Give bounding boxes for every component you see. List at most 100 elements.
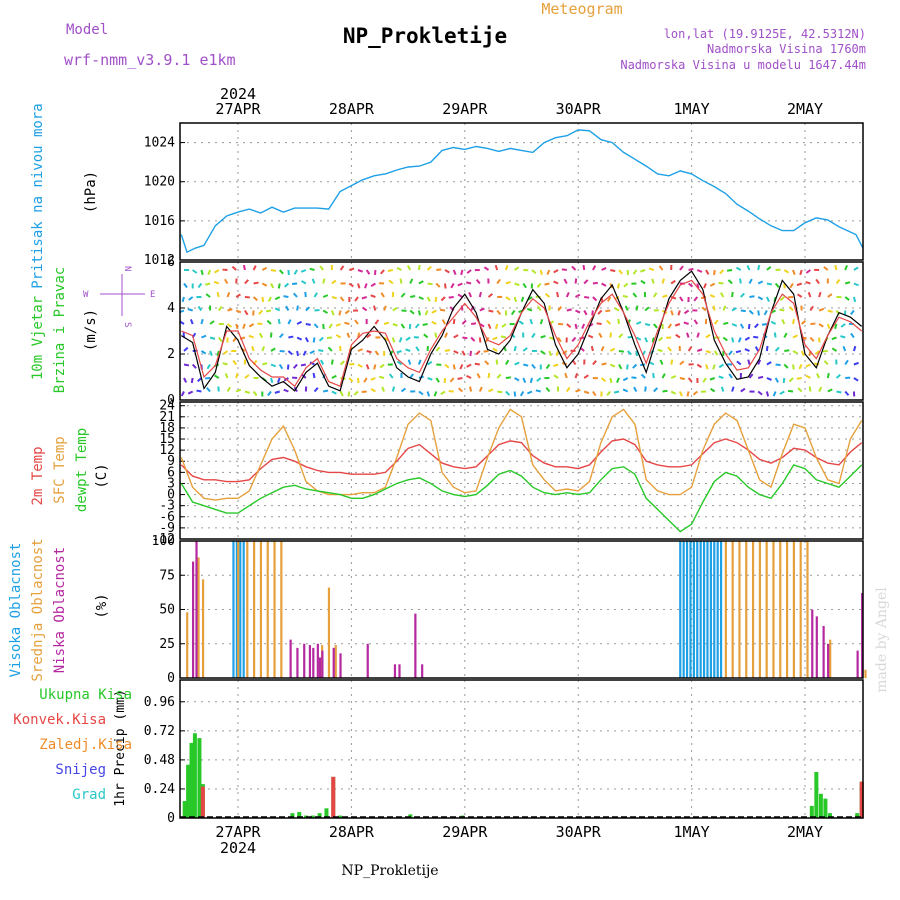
wind-barb <box>253 281 259 285</box>
wind-barb <box>276 377 281 384</box>
wind-barb <box>474 362 480 366</box>
wind-barb <box>792 350 798 355</box>
wind-barb <box>529 377 533 384</box>
wind-barb <box>357 269 364 273</box>
wind-barb <box>740 309 746 313</box>
wind-barb <box>622 388 629 393</box>
wind-barb <box>200 318 204 325</box>
wind-barb <box>224 372 229 379</box>
legend-graupel: Grad <box>72 787 106 803</box>
x-tick-label-bottom: 27APR <box>215 823 261 841</box>
wind-barb <box>609 377 613 384</box>
wind-barb <box>805 269 811 274</box>
bar <box>331 776 336 818</box>
wind-barb <box>709 387 716 393</box>
wind-barb <box>283 295 289 298</box>
wind-barb <box>692 390 698 396</box>
wind-barb <box>244 309 249 316</box>
x-tick-label-top: 30APR <box>556 100 602 118</box>
wind-barb <box>696 269 703 273</box>
wind-barb <box>853 361 859 366</box>
wind-barb <box>618 333 624 339</box>
wind-barb <box>235 293 241 298</box>
wind-barb <box>379 363 385 369</box>
wind-barb <box>774 282 780 288</box>
wind-barb <box>757 359 762 365</box>
wind-barb <box>792 318 796 325</box>
wind-barb <box>718 375 724 379</box>
wind-barb <box>326 336 333 340</box>
wind-barb <box>818 386 823 392</box>
wind-barb <box>740 387 746 393</box>
wind-barb <box>553 363 559 367</box>
wind-barb <box>753 335 759 339</box>
wind-barb <box>383 321 390 325</box>
y-tick-label: -3 <box>159 499 175 514</box>
bar <box>303 643 306 678</box>
wind-barb <box>545 363 551 370</box>
x-tick-label-top: 1MAY <box>674 100 710 118</box>
bar <box>806 541 809 678</box>
bar <box>765 541 768 678</box>
wind-barb <box>648 267 655 271</box>
wind-barb <box>476 373 481 379</box>
y-tick-label: 0 <box>167 811 175 826</box>
bar <box>864 669 867 678</box>
y-tick-label: 0.96 <box>144 695 175 710</box>
wind-barb <box>731 307 737 312</box>
wind-barb <box>457 282 463 287</box>
wind-barb <box>497 390 503 394</box>
wind-barb <box>823 266 829 271</box>
bar <box>319 657 322 678</box>
wind-barb <box>293 363 298 369</box>
wind-barb <box>727 279 733 285</box>
wind-barb <box>405 336 411 342</box>
wind-barb <box>487 293 494 298</box>
wind-barb <box>844 296 850 301</box>
wind-barb <box>747 359 751 365</box>
wind-barb <box>635 321 642 325</box>
wind-barb <box>440 296 446 302</box>
bar <box>815 616 818 678</box>
wind-barb <box>235 309 242 314</box>
wind-barb <box>731 337 735 343</box>
wind-barb <box>757 375 764 379</box>
wind-barb <box>513 391 517 397</box>
y-tick-label: 0 <box>167 488 175 503</box>
wind-barb <box>835 278 841 285</box>
wind-barb <box>189 318 194 325</box>
wind-barb <box>191 363 197 369</box>
wind-barb <box>613 390 620 394</box>
wind-barb <box>765 345 769 352</box>
wind-barb <box>626 319 631 325</box>
series-line <box>180 270 863 392</box>
wind-barb <box>618 364 623 370</box>
wind-barb <box>540 350 546 355</box>
wind-barb <box>728 350 733 356</box>
wind-barb <box>701 306 707 312</box>
wind-barb <box>374 319 380 325</box>
wind-barb <box>328 323 333 329</box>
wind-barb <box>312 337 316 343</box>
wind-barb <box>435 377 440 383</box>
wind-barb <box>292 282 298 286</box>
bar <box>195 541 198 678</box>
wind-barb <box>504 264 509 271</box>
wind-barb <box>300 269 307 273</box>
wind-barb <box>626 350 632 356</box>
wind-barb <box>739 278 742 284</box>
wind-barb <box>322 278 326 284</box>
wind-barb <box>657 348 663 352</box>
temp-ylabel3: dewpt Temp <box>74 428 90 512</box>
wind-barb <box>652 292 658 298</box>
y-tick-label: 12 <box>159 443 175 458</box>
wind-barb <box>765 391 770 397</box>
wind-barb <box>484 360 490 366</box>
y-tick-label: 50 <box>159 603 175 618</box>
wind-barb <box>466 281 472 285</box>
wind-barb <box>366 350 372 354</box>
cloud-unit: (%) <box>94 593 110 618</box>
wind-barb <box>844 359 849 366</box>
wind-barb <box>514 377 520 382</box>
wind-barb <box>635 305 639 311</box>
